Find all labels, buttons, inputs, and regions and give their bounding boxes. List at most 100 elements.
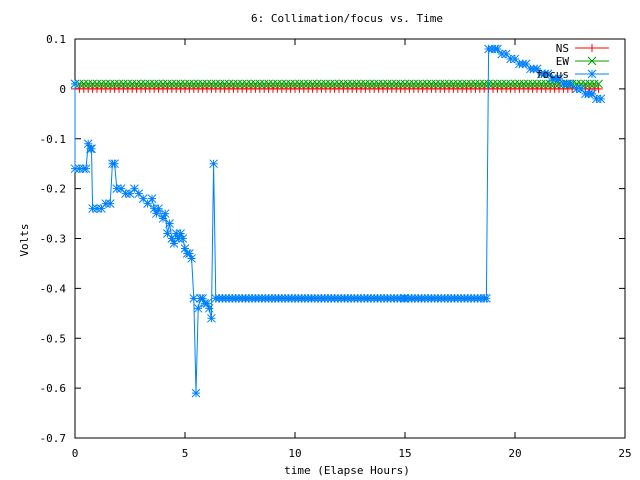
- data-point: [191, 388, 201, 398]
- data-point: [180, 79, 190, 89]
- data-point: [193, 79, 203, 89]
- data-point: [136, 79, 146, 89]
- data-point: [158, 79, 168, 89]
- data-point: [339, 79, 348, 89]
- data-point: [134, 189, 144, 198]
- data-point: [125, 189, 135, 198]
- data-point: [427, 79, 436, 89]
- data-point: [211, 79, 221, 89]
- x-tick-label: 5: [182, 447, 189, 460]
- data-point: [523, 79, 533, 89]
- data-point: [585, 79, 595, 89]
- y-tick-label: -0.5: [40, 332, 67, 345]
- data-point: [83, 79, 93, 89]
- data-point: [466, 79, 476, 89]
- data-point: [277, 79, 287, 89]
- data-point: [204, 303, 214, 313]
- data-point: [259, 79, 269, 89]
- data-point: [149, 79, 159, 89]
- data-point: [171, 229, 181, 238]
- data-point: [374, 79, 383, 89]
- data-point: [543, 69, 553, 79]
- plot-frame: [74, 38, 626, 439]
- data-point: [154, 204, 163, 213]
- data-point: [176, 79, 185, 89]
- data-point: [229, 79, 238, 89]
- data-point: [180, 244, 190, 253]
- data-point: [220, 79, 229, 89]
- series-layer: [70, 44, 606, 398]
- data-point: [75, 164, 84, 174]
- data-point: [532, 79, 542, 89]
- data-point: [88, 79, 97, 89]
- data-point: [532, 64, 542, 74]
- data-point: [519, 79, 529, 89]
- x-axis-label: time (Elapse Hours): [284, 464, 410, 477]
- data-point: [295, 79, 304, 89]
- data-point: [592, 94, 601, 104]
- data-point: [347, 79, 357, 89]
- data-point: [356, 79, 366, 89]
- data-point: [488, 79, 498, 89]
- data-point: [413, 79, 423, 89]
- data-point: [444, 79, 454, 89]
- series-line: [74, 48, 601, 394]
- y-tick-label: -0.2: [40, 183, 67, 196]
- data-point: [482, 293, 491, 303]
- chart-title: 6: Collimation/focus vs. Time: [251, 12, 443, 25]
- data-point: [497, 79, 507, 89]
- data-point: [352, 79, 361, 89]
- data-point: [510, 79, 520, 89]
- data-point: [92, 79, 102, 89]
- data-point: [209, 159, 218, 169]
- data-point: [97, 79, 106, 89]
- data-point: [303, 79, 313, 89]
- data-point: [167, 79, 177, 89]
- y-tick-label: 0.1: [46, 33, 66, 46]
- data-point: [594, 84, 603, 93]
- x-tick-label: 25: [618, 447, 631, 460]
- data-point: [189, 79, 199, 89]
- data-point: [185, 249, 194, 258]
- data-point: [185, 79, 194, 89]
- data-point: [101, 79, 111, 89]
- data-point: [105, 79, 115, 89]
- data-point: [138, 194, 148, 203]
- data-point: [440, 79, 449, 89]
- data-point: [378, 79, 388, 89]
- data-point: [147, 194, 157, 203]
- data-point: [308, 79, 317, 89]
- data-point: [541, 79, 551, 89]
- data-point: [321, 79, 331, 89]
- data-point: [165, 219, 174, 228]
- data-point: [116, 184, 126, 193]
- data-point: [565, 79, 575, 89]
- data-point: [521, 59, 531, 69]
- data-point: [471, 79, 480, 89]
- data-point: [174, 234, 183, 243]
- data-point: [409, 79, 419, 89]
- data-point: [123, 79, 133, 89]
- data-point: [154, 79, 163, 89]
- data-point: [160, 209, 170, 218]
- data-point: [589, 79, 599, 89]
- data-point: [273, 79, 282, 89]
- y-tick-label: -0.1: [40, 133, 67, 146]
- data-point: [202, 79, 212, 89]
- data-point: [169, 239, 179, 248]
- data-point: [163, 79, 172, 89]
- legend-label: focus: [536, 68, 569, 81]
- data-point: [572, 84, 581, 94]
- data-point: [528, 79, 537, 89]
- data-point: [187, 254, 196, 263]
- data-point: [79, 79, 89, 89]
- data-point: [132, 79, 141, 89]
- data-point: [224, 79, 234, 89]
- y-tick-label: -0.7: [40, 432, 67, 445]
- data-point: [167, 234, 177, 243]
- data-point: [198, 79, 207, 89]
- data-point: [264, 79, 273, 89]
- data-point: [576, 84, 586, 94]
